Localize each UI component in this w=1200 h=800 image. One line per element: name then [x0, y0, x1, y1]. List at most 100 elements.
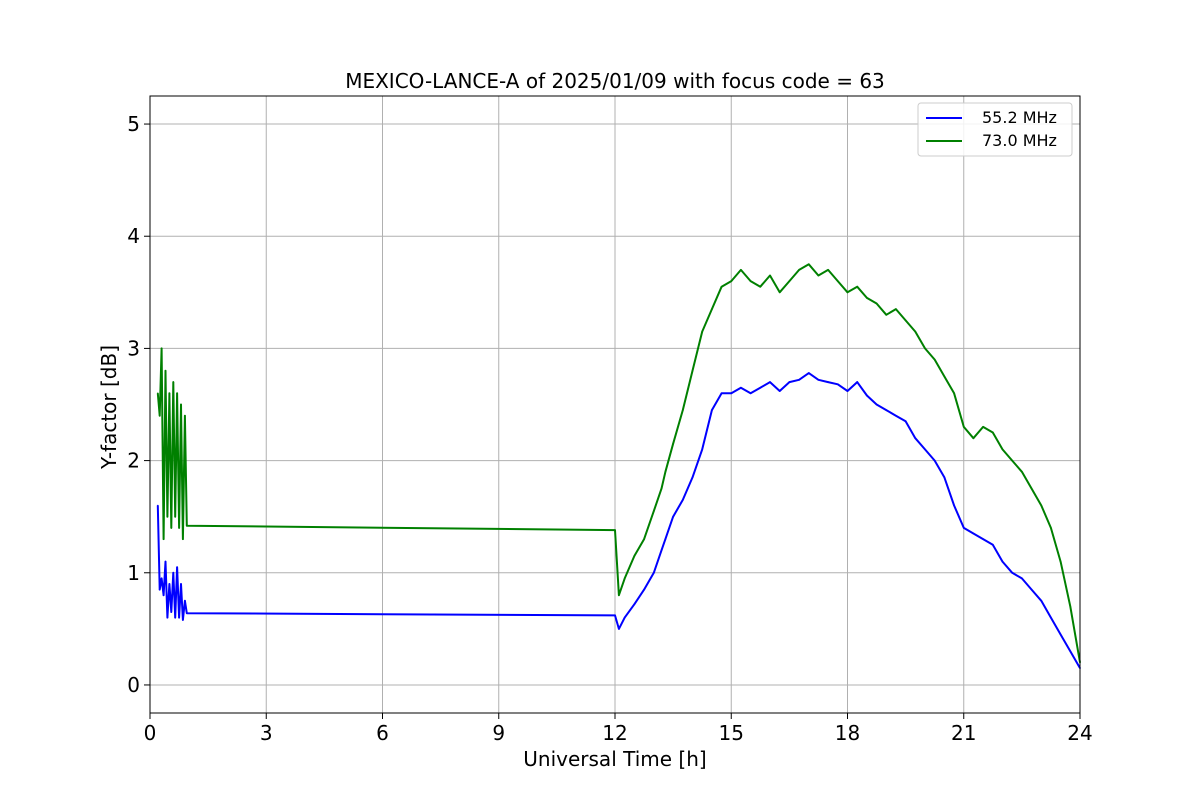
data-point: [164, 560, 167, 563]
data-point: [798, 269, 800, 271]
data-point: [1040, 504, 1043, 507]
data-point: [866, 394, 868, 397]
data-point: [711, 409, 713, 411]
data-point: [730, 392, 733, 395]
data-point: [730, 280, 733, 282]
data-point: [788, 280, 791, 282]
data-point: [672, 443, 674, 445]
series-0: [156, 372, 1081, 669]
data-point: [174, 616, 176, 619]
data-point: [182, 619, 184, 621]
data-point: [1040, 600, 1043, 602]
data-point: [817, 274, 820, 277]
data-point: [749, 392, 752, 395]
data-point: [875, 302, 878, 305]
y-tick-label: 1: [127, 561, 140, 585]
data-point: [653, 510, 655, 512]
data-point: [749, 280, 752, 282]
data-point: [664, 538, 667, 540]
legend: 55.2 MHz 73.0 MHz: [917, 102, 1073, 157]
data-point: [982, 538, 984, 540]
legend-label-55mhz: 55.2 MHz: [982, 108, 1057, 127]
x-tick-label: 9: [492, 721, 505, 745]
data-point: [157, 392, 159, 395]
data-point: [166, 616, 169, 619]
x-tick-label: 3: [260, 721, 273, 745]
series-group: [156, 263, 1081, 669]
data-point: [963, 426, 965, 428]
data-point: [643, 588, 645, 591]
data-point: [614, 529, 616, 531]
data-point: [808, 372, 810, 374]
data-point: [856, 285, 858, 288]
data-point: [168, 583, 171, 585]
data-point: [701, 448, 703, 451]
data-point: [1011, 459, 1013, 462]
data-point: [885, 314, 888, 316]
data-point: [664, 471, 667, 473]
data-point: [178, 616, 180, 619]
x-tick-label: 18: [835, 721, 860, 745]
data-point: [1069, 605, 1072, 608]
chart-title: MEXICO-LANCE-A of 2025/01/09 with focus …: [345, 69, 885, 93]
data-point: [701, 330, 703, 333]
legend-box: [917, 102, 1073, 157]
x-axis-label: Universal Time [h]: [523, 747, 706, 771]
data-point: [633, 603, 636, 605]
data-point: [170, 527, 173, 529]
data-point: [158, 414, 161, 417]
data-point: [866, 297, 868, 299]
x-tick-label: 6: [376, 721, 389, 745]
data-point: [660, 487, 663, 490]
data-point: [953, 504, 955, 507]
data-point: [682, 409, 684, 411]
data-point: [924, 448, 926, 451]
data-point: [672, 515, 674, 518]
data-point: [172, 381, 175, 383]
data-point: [174, 515, 176, 518]
data-point: [924, 347, 926, 350]
data-point: [180, 403, 182, 406]
x-tick-label: 12: [602, 721, 627, 745]
data-point: [837, 280, 839, 282]
data-point: [759, 285, 762, 288]
y-tick-label: 2: [127, 449, 140, 473]
data-point: [769, 381, 771, 383]
data-point: [837, 383, 839, 386]
x-tick-label: 15: [719, 721, 744, 745]
y-tick-label: 5: [127, 112, 140, 136]
data-point: [856, 381, 858, 383]
data-point: [1050, 616, 1052, 619]
data-point: [1030, 588, 1033, 591]
data-point: [158, 588, 161, 591]
data-point: [160, 347, 163, 350]
data-point: [1059, 633, 1062, 636]
data-point: [875, 403, 878, 406]
data-point: [904, 420, 907, 423]
data-point: [170, 611, 173, 613]
data-point: [618, 628, 620, 630]
data-point: [184, 600, 186, 602]
data-point: [885, 409, 888, 411]
data-point: [808, 263, 810, 266]
data-point: [614, 614, 616, 617]
data-point: [682, 499, 684, 501]
data-point: [1001, 560, 1004, 563]
data-point: [176, 566, 178, 568]
data-point: [933, 459, 936, 462]
data-point: [778, 291, 781, 294]
data-point: [963, 527, 965, 529]
data-point: [895, 414, 897, 417]
data-point: [982, 426, 984, 428]
data-point: [972, 437, 975, 440]
data-point: [943, 476, 946, 479]
data-point: [740, 269, 742, 271]
data-point: [943, 375, 946, 378]
data-point: [691, 476, 694, 479]
data-point: [846, 291, 849, 294]
data-point: [953, 392, 955, 395]
data-point: [623, 577, 626, 580]
data-point: [633, 555, 636, 557]
data-point: [914, 330, 917, 333]
data-point: [1021, 471, 1023, 473]
